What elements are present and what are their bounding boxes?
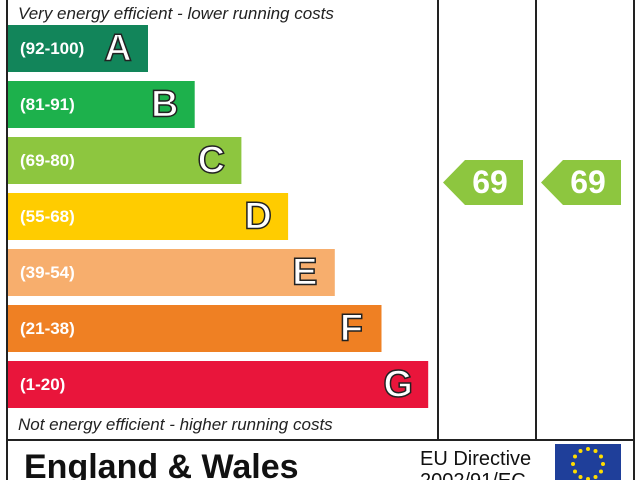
band-range: (92-100) <box>20 39 84 58</box>
eu-flag <box>555 444 621 480</box>
star <box>593 449 598 454</box>
band-letter: E <box>292 252 317 294</box>
star <box>586 447 590 451</box>
band <box>8 361 429 408</box>
band-range: (55-68) <box>20 207 75 226</box>
band <box>8 305 382 352</box>
band-range: (21-38) <box>20 319 75 338</box>
star <box>598 469 603 474</box>
star <box>598 454 603 459</box>
band-letter: D <box>244 196 271 238</box>
band-letter: A <box>104 28 131 70</box>
star <box>578 449 583 454</box>
band <box>8 81 195 128</box>
star <box>573 469 578 474</box>
star <box>573 454 578 459</box>
rating-arrow <box>541 160 621 205</box>
band-letter: G <box>383 364 413 406</box>
band-range: (39-54) <box>20 263 75 282</box>
directive-code: 2002/91/EC <box>420 470 526 480</box>
region: England & Wales <box>24 448 299 480</box>
band-letter: C <box>198 140 225 182</box>
rating-value: 69 <box>570 164 606 200</box>
bottom-note: Not energy efficient - higher running co… <box>18 415 333 434</box>
band-letter: F <box>340 308 363 350</box>
top-note: Very energy efficient - lower running co… <box>18 4 334 23</box>
star <box>571 462 575 466</box>
band-range: (1-20) <box>20 375 65 394</box>
star <box>578 474 583 479</box>
star <box>601 462 605 466</box>
rating-arrow <box>443 160 523 205</box>
directive: EU Directive <box>420 448 531 470</box>
band <box>8 249 335 296</box>
star <box>586 477 590 480</box>
band <box>8 193 289 240</box>
band-letter: B <box>151 84 178 126</box>
band <box>8 137 242 184</box>
rating-value: 69 <box>472 164 508 200</box>
star <box>593 474 598 479</box>
band-range: (81-91) <box>20 95 75 114</box>
band <box>8 25 148 72</box>
band-range: (69-80) <box>20 151 75 170</box>
